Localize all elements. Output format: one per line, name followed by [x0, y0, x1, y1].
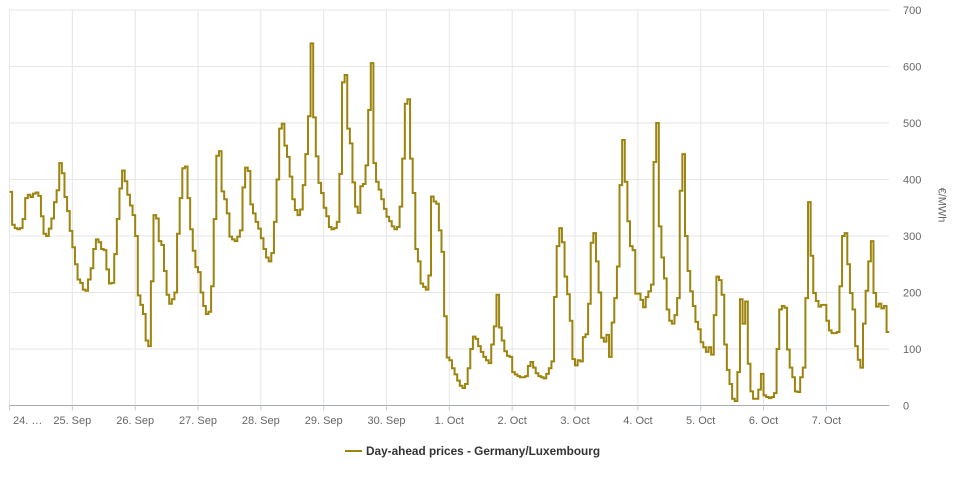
svg-text:200: 200 — [903, 288, 921, 300]
svg-text:500: 500 — [903, 118, 921, 130]
svg-text:24. …: 24. … — [13, 415, 42, 427]
svg-text:100: 100 — [903, 344, 921, 356]
svg-text:Day-ahead prices - Germany/Lux: Day-ahead prices - Germany/Luxembourg — [366, 444, 600, 458]
svg-text:26. Sep: 26. Sep — [116, 415, 154, 427]
svg-text:3. Oct: 3. Oct — [560, 415, 589, 427]
svg-text:4. Oct: 4. Oct — [623, 415, 652, 427]
svg-text:2. Oct: 2. Oct — [498, 415, 527, 427]
svg-text:7. Oct: 7. Oct — [812, 415, 841, 427]
svg-text:300: 300 — [903, 231, 921, 243]
svg-text:30. Sep: 30. Sep — [368, 415, 406, 427]
svg-text:28. Sep: 28. Sep — [242, 415, 280, 427]
svg-text:6. Oct: 6. Oct — [749, 415, 778, 427]
svg-text:400: 400 — [903, 175, 921, 187]
svg-text:€/MWh: €/MWh — [936, 188, 948, 223]
svg-text:600: 600 — [903, 62, 921, 74]
svg-text:25. Sep: 25. Sep — [53, 415, 91, 427]
svg-text:29. Sep: 29. Sep — [305, 415, 343, 427]
svg-text:700: 700 — [903, 5, 921, 17]
svg-text:27. Sep: 27. Sep — [179, 415, 217, 427]
svg-text:1. Oct: 1. Oct — [435, 415, 464, 427]
svg-text:0: 0 — [903, 401, 909, 413]
svg-text:5. Oct: 5. Oct — [686, 415, 715, 427]
